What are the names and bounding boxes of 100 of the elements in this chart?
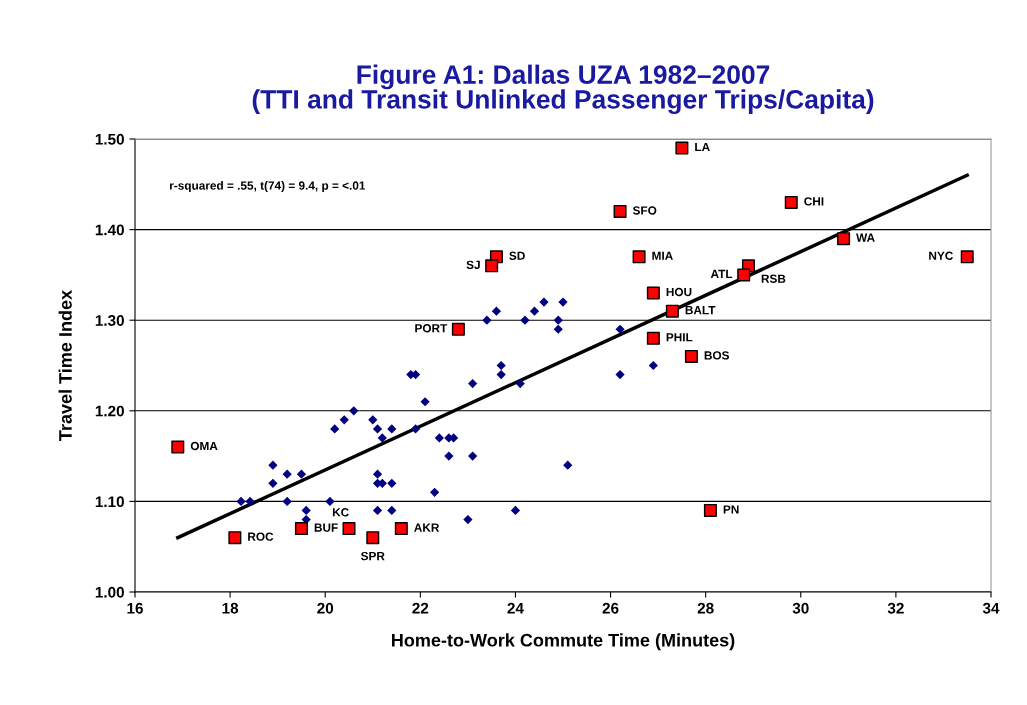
point [496, 360, 506, 371]
point [434, 433, 444, 443]
point [282, 469, 292, 479]
point [468, 379, 478, 389]
point [372, 505, 383, 516]
point [482, 315, 492, 325]
point [615, 369, 625, 380]
point [294, 522, 308, 536]
point [553, 324, 563, 334]
point [837, 232, 851, 246]
point [330, 424, 340, 434]
x-tick-label: 26 [602, 602, 619, 614]
point [245, 496, 255, 507]
annotation: SFO [632, 206, 657, 215]
point [675, 141, 689, 155]
point [784, 195, 798, 209]
point [394, 522, 408, 536]
annotation: WA [856, 233, 875, 242]
x-tick-label: 34 [982, 602, 1000, 614]
y-tick-label: 1.10 [95, 496, 124, 508]
point [410, 424, 421, 434]
point [349, 406, 359, 416]
annotation: ROC [248, 532, 274, 541]
point [529, 306, 540, 316]
point [368, 415, 378, 425]
point [377, 433, 387, 443]
annotation: MIA [652, 251, 673, 260]
point [387, 505, 397, 516]
x-tick-label: 18 [222, 602, 239, 614]
point [558, 297, 568, 307]
y-tick-label: 1.00 [95, 586, 124, 598]
x-tick-label: 28 [697, 602, 714, 614]
x-tick-label: 16 [127, 602, 143, 614]
annotation: ATL [710, 269, 733, 278]
point [632, 250, 646, 264]
point [510, 505, 521, 516]
y-tick-label: 1.40 [95, 224, 124, 236]
x-axis-title: Home-to-Work Commute Time (Minutes) [392, 633, 735, 651]
annotation: PHIL [666, 333, 693, 342]
annotation: KC [332, 508, 349, 517]
annotation: SJ [466, 260, 480, 270]
point [451, 322, 465, 336]
y-tick-label: 1.50 [95, 133, 124, 145]
annotation: SPR [360, 551, 385, 561]
point [387, 478, 397, 488]
x-tick-label: 32 [887, 602, 904, 614]
point [491, 306, 502, 316]
annotation: BOS [704, 351, 730, 360]
point [463, 514, 473, 525]
annotation: HOU [666, 287, 692, 297]
annotation: BUF [314, 523, 338, 532]
point [171, 440, 185, 454]
point [366, 531, 380, 545]
annotation: CHI [804, 197, 824, 206]
point [520, 315, 530, 325]
point [496, 369, 506, 380]
y-axis-title: Travel Time Index [58, 290, 72, 441]
annotation: LA [695, 142, 710, 152]
annotation: AKR [414, 523, 440, 532]
y-tick-label: 1.30 [95, 315, 124, 326]
annotation: NYC [929, 251, 954, 260]
annotation: SD [509, 251, 525, 260]
annotation: BALT [685, 306, 716, 315]
point [268, 460, 278, 470]
point [960, 250, 974, 264]
x-tick-label: 20 [317, 602, 334, 614]
point [515, 379, 525, 389]
point [646, 331, 660, 345]
chart-title: Figure A1: Dallas UZA 1982–2007 (TTI and Transit Unlinked Passenger Trips/Capita) [252, 64, 874, 115]
y-tick-label: 1.20 [95, 405, 124, 417]
point [684, 349, 698, 363]
point [444, 451, 454, 461]
point [325, 496, 335, 507]
point [236, 496, 246, 507]
point [613, 204, 627, 218]
point [646, 286, 660, 300]
point [737, 268, 751, 282]
point [429, 487, 440, 497]
point [339, 415, 349, 425]
annotation: OMA [190, 441, 218, 451]
point [420, 397, 430, 407]
x-tick-label: 22 [412, 602, 429, 614]
point [268, 478, 278, 488]
x-tick-label: 24 [507, 602, 524, 614]
point [539, 297, 549, 307]
point [372, 424, 383, 434]
point [468, 451, 478, 461]
point [342, 522, 356, 536]
point [296, 469, 307, 479]
point [372, 469, 383, 479]
annotation: r-squared = .55, t(74) = 9.4, p = <.01 [170, 181, 366, 193]
point [703, 503, 717, 517]
point [553, 315, 563, 325]
annotation: PN [723, 505, 739, 514]
point [648, 360, 658, 371]
point [228, 531, 242, 545]
point [615, 324, 625, 334]
point [387, 424, 397, 434]
point [665, 304, 679, 318]
point [485, 259, 499, 273]
